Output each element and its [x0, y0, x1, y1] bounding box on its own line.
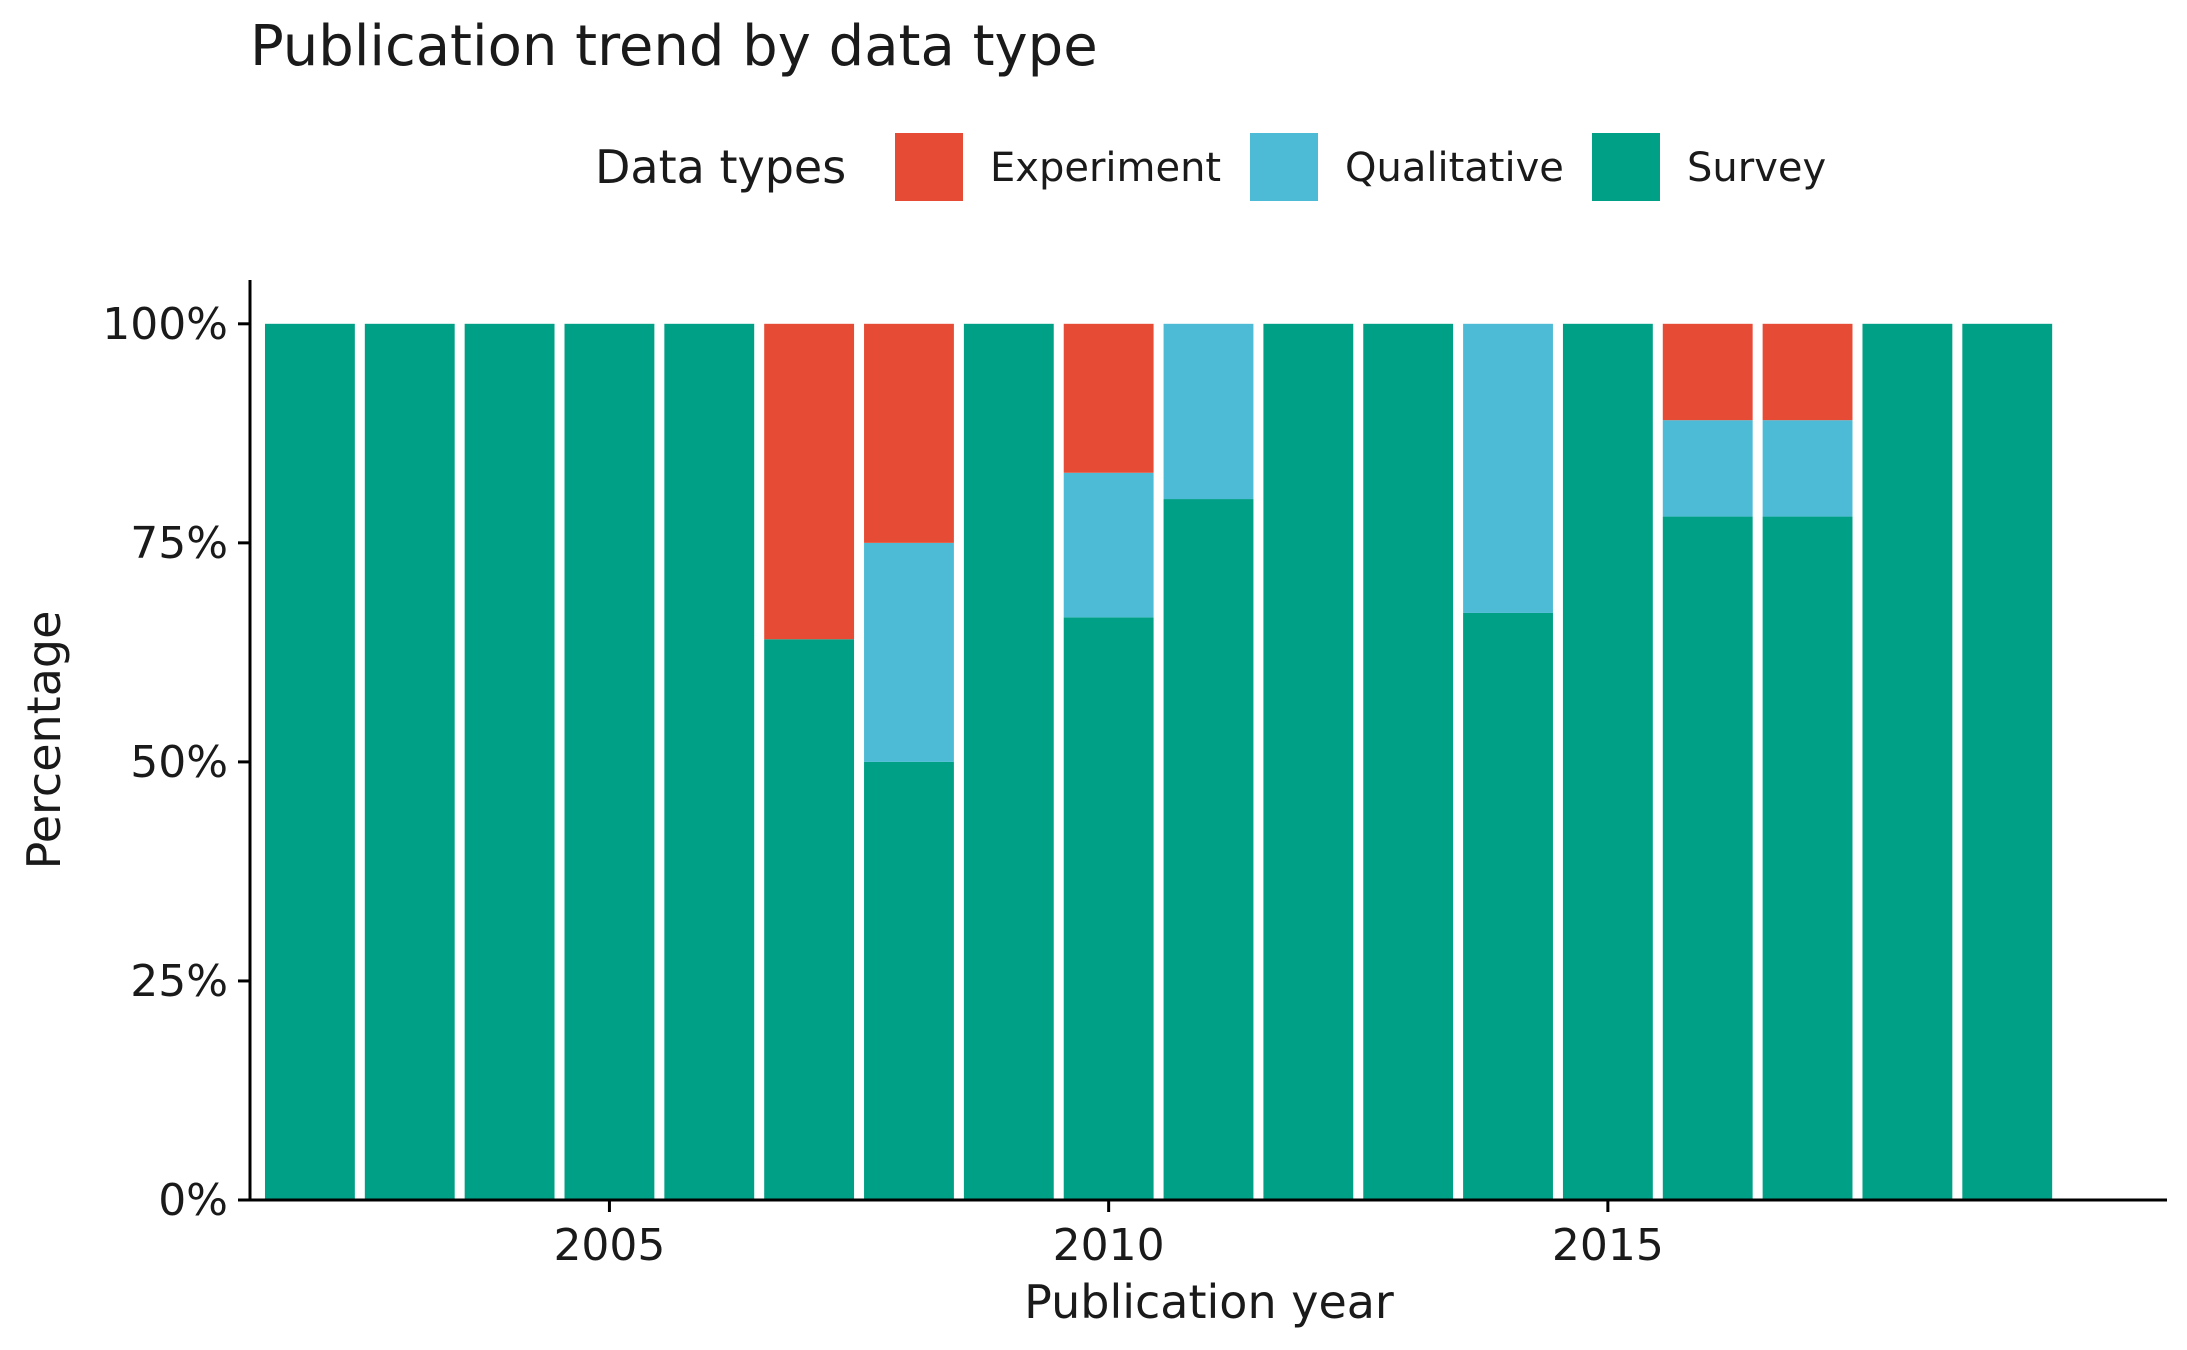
- y-tick-label: 75%: [130, 518, 228, 569]
- y-tick-label: 0%: [158, 1175, 228, 1226]
- legend: Data types Experiment Qualitative Survey: [595, 133, 1826, 201]
- bar-2010-qualitative: [1063, 472, 1154, 618]
- bar-2016-qualitative: [1662, 420, 1753, 517]
- bar-2007-experiment: [764, 323, 855, 640]
- bar-2017-experiment: [1762, 323, 1853, 421]
- bar-2008-qualitative: [864, 542, 954, 762]
- bar-2017-survey: [1762, 516, 1853, 1200]
- bar-2010-survey: [1063, 617, 1154, 1200]
- bar-2002-survey: [264, 323, 355, 1200]
- bar-2017-qualitative: [1762, 420, 1853, 517]
- bar-2014-survey: [1463, 612, 1553, 1200]
- bar-2006-survey: [664, 323, 755, 1200]
- legend-label-qualitative: Qualitative: [1345, 145, 1564, 191]
- legend-key-qualitative: [1250, 133, 1318, 201]
- plot-area: 0% 25% 50% 75% 100% 2005 2010 2015: [102, 280, 2167, 1271]
- bar-2012-survey: [1263, 323, 1354, 1200]
- x-axis-label: Publication year: [1024, 1275, 1394, 1329]
- y-tick-label: 50%: [130, 737, 228, 788]
- bar-2008-experiment: [864, 323, 954, 543]
- x-tick-label: 2015: [1552, 1220, 1664, 1271]
- legend-label-experiment: Experiment: [990, 145, 1221, 191]
- legend-label-survey: Survey: [1687, 145, 1826, 191]
- bar-2014-qualitative: [1463, 323, 1553, 613]
- y-axis-label: Percentage: [17, 611, 71, 870]
- bar-2011-survey: [1163, 499, 1254, 1200]
- bar-2016-survey: [1662, 516, 1753, 1200]
- bar-2011-qualitative: [1163, 323, 1254, 500]
- bar-2007-survey: [764, 639, 855, 1200]
- legend-key-survey: [1592, 133, 1660, 201]
- bar-2018-survey: [1862, 323, 1953, 1200]
- x-tick-label: 2005: [553, 1220, 665, 1271]
- y-tick-label: 25%: [130, 956, 228, 1007]
- y-tick-label: 100%: [102, 299, 228, 350]
- bar-2010-experiment: [1063, 323, 1154, 473]
- x-tick-label: 2010: [1053, 1220, 1165, 1271]
- bar-2016-experiment: [1662, 323, 1753, 421]
- chart-title: Publication trend by data type: [250, 14, 1098, 79]
- bar-2013-survey: [1363, 323, 1454, 1200]
- bar-2019-survey: [1962, 323, 2053, 1200]
- legend-title: Data types: [595, 140, 846, 194]
- bar-2008-survey: [864, 761, 954, 1200]
- bar-2015-survey: [1562, 323, 1653, 1200]
- bar-2004-survey: [464, 323, 555, 1200]
- bar-2009-survey: [963, 323, 1054, 1200]
- bar-2003-survey: [364, 323, 455, 1200]
- legend-key-experiment: [895, 133, 963, 201]
- bar-2005-survey: [564, 323, 655, 1200]
